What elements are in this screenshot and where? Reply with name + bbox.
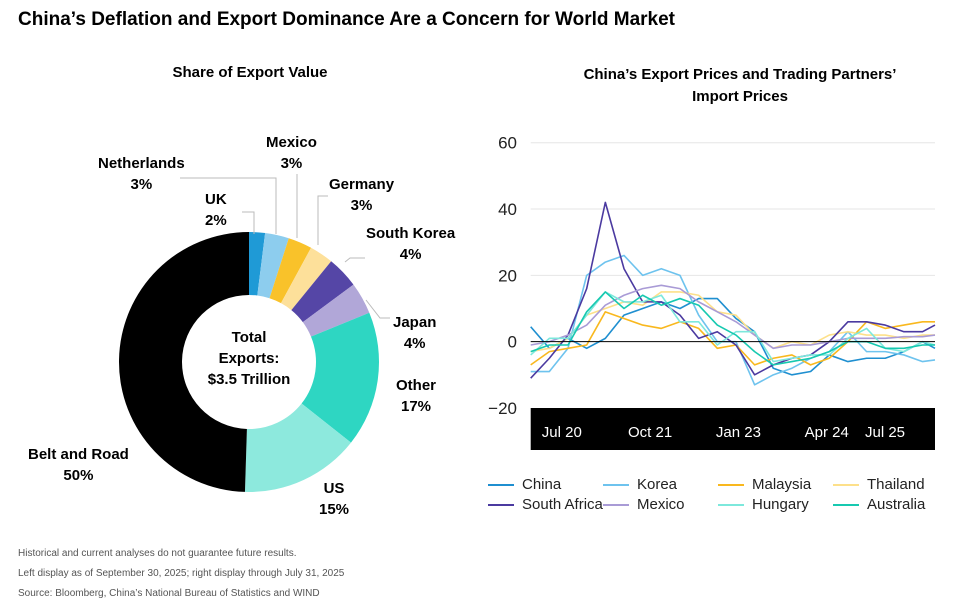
y-tick-label: 60 [498,134,517,153]
legend-item-thailand: Thailand [833,476,948,493]
legend-item-south-africa: South Africa [488,496,603,513]
legend-item-korea: Korea [603,476,718,493]
slice-mexico [269,238,312,304]
slice-label-japan: Japan 4% [393,314,437,352]
y-tick-label: 20 [498,266,517,285]
leader-line-netherlands [180,177,277,234]
legend-swatch [833,503,859,506]
x-tick-label: Jan 23 [716,424,761,441]
legend-item-malaysia: Malaysia [718,476,833,493]
y-tick-label: −20 [488,399,517,418]
legend-swatch [603,483,629,486]
slice-uk [249,232,266,296]
leader-line-south-korea [344,257,365,263]
legend-swatch [718,483,744,486]
slice-label-south-korea: South Korea 4% [366,225,456,263]
slice-label-mexico: Mexico 3% [266,134,317,172]
leader-line-japan [365,299,390,319]
leader-line-germany [317,195,328,245]
leader-line-uk [242,211,255,234]
slice-japan [302,284,370,337]
legend-label: China [522,476,562,493]
slice-label-uk: UK 2% [205,191,227,229]
y-tick-label: 40 [498,200,517,219]
donut-chart [119,232,379,492]
legend-item-china: China [488,476,603,493]
donut-chart-title: Share of Export Value [172,64,328,81]
y-tick-label: 0 [508,333,517,352]
x-tick-label: Apr 24 [805,424,849,441]
legend-label: Malaysia [752,476,812,493]
legend-swatch [833,483,859,486]
legend-label: Thailand [867,476,925,493]
legend-swatch [488,483,514,486]
series-line-australia [530,291,935,366]
footnote-disclaimer: Historical and current analyses do not g… [18,548,297,559]
legend-item-mexico: Mexico [603,496,718,513]
slice-label-netherlands: Netherlands 3% [98,155,185,193]
legend-swatch [488,503,514,506]
legend-swatch [603,503,629,506]
x-tick-label: Oct 21 [628,424,672,441]
legend-item-hungary: Hungary [718,496,833,513]
legend-item-australia: Australia [833,496,948,513]
page-title: China’s Deflation and Export Dominance A… [18,9,676,30]
legend-label: Korea [637,476,678,493]
slice-label-other: Other 17% [396,377,437,415]
line-chart: 60 40 20 0 −20 Jul 20 Oct 21 Jan 23 Apr 24 Jul 25 [488,134,936,450]
line-chart-title: China’s Export Prices and Trading Partne… [583,66,897,105]
legend-label: Mexico [637,496,685,513]
legend-swatch [718,503,744,506]
series-line-mexico [530,284,936,350]
x-axis-band [530,408,935,450]
slice-label-germany: Germany 3% [329,176,395,214]
legend-label: Hungary [752,496,809,513]
slice-belt-and-road [119,232,249,492]
x-tick-label: Jul 20 [542,424,582,441]
slice-label-belt-and-road: Belt and Road 50% [28,446,129,484]
legend-label: South Africa [522,496,603,513]
series-line-south-africa [530,201,936,379]
leader-lines [180,174,390,319]
slice-south-korea [291,261,354,323]
slice-netherlands [257,233,289,299]
legend-label: Australia [867,496,926,513]
footnote-source: Source: Bloomberg, China’s National Bure… [18,588,320,599]
slice-us [244,403,351,492]
slice-label-us: US 15% [319,480,350,518]
slice-other [301,312,379,443]
slice-germany [280,247,332,311]
donut-center-label: Total Exports: $3.5 Trillion [207,329,291,388]
line-chart-legend: China Korea Malaysia Thailand South Africa Me… [488,476,948,513]
x-tick-label: Jul 25 [865,424,905,441]
footnote-dates: Left display as of September 30, 2025; r… [18,568,345,579]
